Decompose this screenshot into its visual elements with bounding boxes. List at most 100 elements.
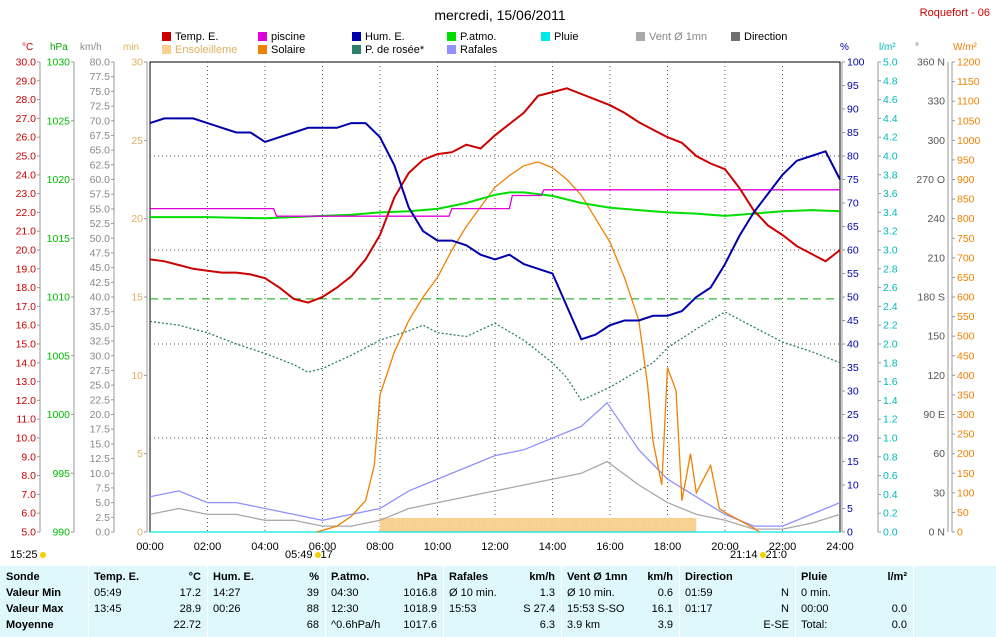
sunshine-bar <box>552 517 556 532</box>
solar-axis-tick-label: 700 <box>957 252 975 264</box>
humidity-unit: % <box>840 42 849 53</box>
temp-axis-tick-label: 30.0 <box>16 57 37 69</box>
legend-swatch <box>636 32 645 41</box>
sun-axis-tick-label: 20 <box>131 213 143 225</box>
solar-axis-tick-label: 450 <box>957 350 975 362</box>
temp-axis-tick-label: 24.0 <box>16 169 37 181</box>
solar-axis-tick-label: 350 <box>957 389 975 401</box>
x-tick-label: 16:00 <box>596 541 624 553</box>
sunshine-bar <box>555 517 559 532</box>
x-tick-label: 00:00 <box>136 541 164 553</box>
sunshine-bar <box>569 517 573 532</box>
direction-tick-label: 360 N <box>917 57 945 69</box>
rain-axis-tick-label: 3.4 <box>883 207 898 219</box>
sunshine-bar <box>454 517 458 532</box>
sunshine-bar <box>492 517 495 532</box>
summary-cell-value: S 27.4 <box>523 603 555 615</box>
solar-axis-tick-label: 550 <box>957 311 975 323</box>
x-tick-label: 24:00 <box>826 541 854 553</box>
humidity-axis-tick-label: 100 <box>847 57 865 69</box>
summary-col-5: Direction 01:59 N 01:17 N E-SE <box>679 566 796 637</box>
weather-chart: mercredi, 15/06/2011 Roquefort - 06 Temp… <box>16 7 990 553</box>
temp-axis-tick-label: 17.0 <box>16 301 37 313</box>
solar-axis-tick-label: 1050 <box>957 115 981 127</box>
rain-axis-tick-label: 4.8 <box>883 75 898 87</box>
sunshine-bar <box>621 517 625 532</box>
sunshine-bar <box>397 517 401 532</box>
sunshine-bar <box>549 517 553 532</box>
rain-axis-tick-label: 2.8 <box>883 263 898 275</box>
rain-axis-tick-label: 3.6 <box>883 188 898 200</box>
sunshine-bar <box>644 517 648 532</box>
rain-axis-tick-label: 0.2 <box>883 508 898 520</box>
legend-swatch <box>258 32 267 41</box>
summary-col-4: Vent Ø 1mn km/h Ø 10 min. 0.6 15:53 S-SO 16.1… <box>561 566 680 637</box>
x-tick-label: 10:00 <box>424 541 452 553</box>
sunshine-bar <box>598 517 602 532</box>
rain-axis-tick-label: 3.8 <box>883 169 898 181</box>
sunshine-bar <box>676 517 679 532</box>
sunshine-bar <box>564 517 567 532</box>
sunshine-bar <box>414 517 418 532</box>
summary-row-labels: Sonde Valeur Min Valeur Max Moyenne <box>0 566 89 637</box>
sunshine-bar <box>469 517 472 532</box>
sunshine-bar <box>394 517 398 532</box>
sunshine-bar <box>518 517 521 532</box>
row-label-sonde: Sonde <box>6 571 40 583</box>
direction-tick-label: 180 S <box>918 292 945 304</box>
sun-axis-tick-label: 5 <box>137 448 143 460</box>
summary-cell-label: 04:30 <box>331 587 359 599</box>
rain-axis-tick-label: 0.6 <box>883 470 898 482</box>
wind-axis-tick-label: 62.5 <box>90 159 111 171</box>
sunshine-bar <box>595 517 599 532</box>
sun-icon <box>759 552 766 559</box>
wind-axis-tick-label: 35.0 <box>90 321 111 333</box>
pressure-axis-tick-label: 1015 <box>47 233 71 245</box>
x-tick-label: 04:00 <box>251 541 279 553</box>
summary-cell-label: 12:30 <box>331 603 359 615</box>
legend-label: Pluie <box>554 31 578 43</box>
sunshine-bar <box>388 517 392 532</box>
pressure-axis-tick-label: 990 <box>52 527 70 539</box>
sunshine-bar <box>641 517 645 532</box>
sunshine-bar <box>650 517 654 532</box>
temp-axis-tick-label: 5.0 <box>21 527 36 539</box>
humidity-axis-tick-label: 85 <box>847 127 859 139</box>
sunshine-bar <box>664 517 668 532</box>
sunshine-bar <box>428 517 432 532</box>
sunshine-bar <box>638 517 642 532</box>
summary-cell-label: 3.9 km <box>567 619 601 631</box>
humidity-axis-tick-label: 45 <box>847 315 859 327</box>
sunshine-bar <box>535 517 539 532</box>
summary-cell-value: 28.9 <box>179 603 201 615</box>
direction-tick-label: 30 <box>933 487 945 499</box>
summary-cell-label: ^0.6hPa/h <box>331 619 381 631</box>
series-temp-e <box>149 87 841 304</box>
summary-cell-value: 1018.9 <box>403 603 437 615</box>
solar-axis-tick-label: 850 <box>957 194 975 206</box>
summary-cell-label: 01:17 <box>685 603 713 615</box>
humidity-axis-tick-label: 65 <box>847 221 859 233</box>
humidity-axis-tick-label: 15 <box>847 456 859 468</box>
temp-axis-tick-label: 18.0 <box>16 282 37 294</box>
legend-swatch <box>162 45 171 54</box>
sunshine-bar <box>380 517 383 532</box>
sunshine-bar <box>693 517 697 532</box>
summary-cell-label: Ø 10 min. <box>449 587 497 599</box>
summary-col-unit: % <box>309 571 319 583</box>
sunshine-bar <box>434 517 438 532</box>
rain-axis-tick-label: 5.0 <box>883 57 898 69</box>
sunshine-bar <box>601 517 605 532</box>
sunshine-bar <box>541 517 544 532</box>
wind-axis-tick-label: 52.5 <box>90 218 111 230</box>
sunshine-bar <box>431 517 435 532</box>
sunset-label: 21:14 21:0 <box>730 549 787 561</box>
sunshine-bar <box>451 517 455 532</box>
wind-axis-tick-label: 50.0 <box>90 233 111 245</box>
summary-cell-label: 15:53 <box>449 603 477 615</box>
rain-axis-tick-label: 4.6 <box>883 94 898 106</box>
summary-table: Sonde Valeur Min Valeur Max Moyenne Temp… <box>0 566 996 637</box>
wind-axis-tick-label: 80.0 <box>90 57 111 69</box>
sunshine-bar <box>661 517 665 532</box>
summary-cell-value: 68 <box>306 619 319 631</box>
